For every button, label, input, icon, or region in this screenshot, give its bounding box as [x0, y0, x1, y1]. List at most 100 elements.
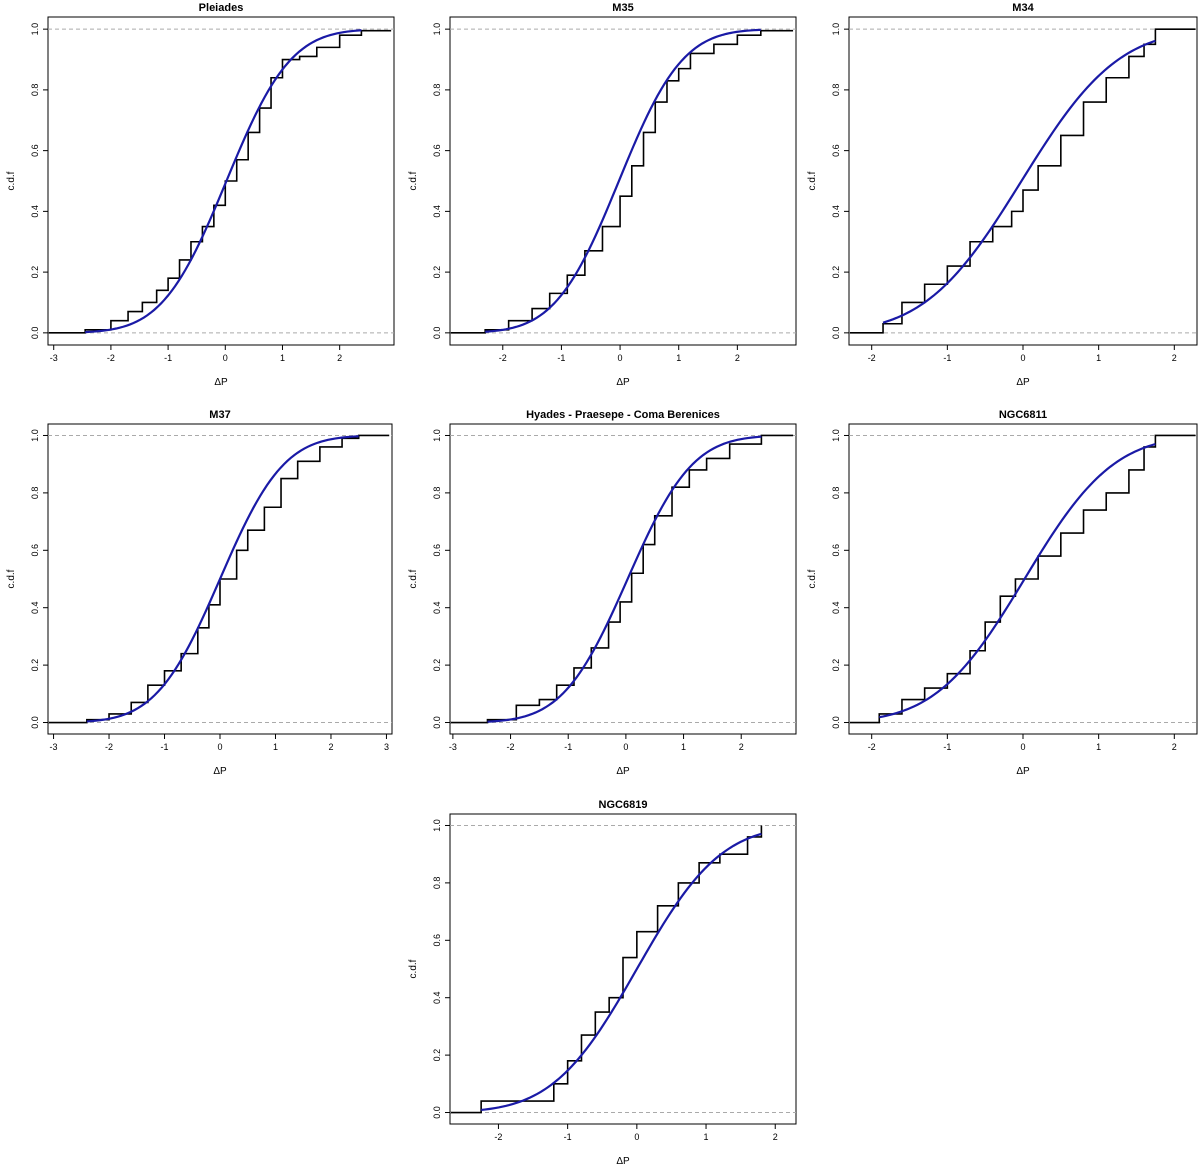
- y-tick-label: 0.4: [30, 601, 40, 614]
- y-tick-label: 0.8: [432, 84, 442, 97]
- x-tick-label: -2: [107, 353, 115, 363]
- x-tick-label: 1: [681, 742, 686, 752]
- x-tick-label: -3: [50, 742, 58, 752]
- x-tick-label: 1: [273, 742, 278, 752]
- x-tick-label: -3: [449, 742, 457, 752]
- x-tick-label: 2: [1172, 742, 1177, 752]
- x-tick-label: -3: [50, 353, 58, 363]
- chart-panel: Pleiades -3 -2 -1 0 1 2 ΔP 0.0 0.2 0.4 0.6 0.8 1.0 c.d…: [6, 2, 395, 388]
- y-tick-label: 0.4: [432, 205, 442, 218]
- y-tick-label: 0.2: [432, 1049, 442, 1062]
- y-tick-label: 0.6: [432, 934, 442, 947]
- chart-title: M37: [209, 409, 230, 421]
- plot-frame: [449, 423, 797, 735]
- chart-title: NGC6819: [599, 799, 648, 811]
- y-axis-label: c.d.f: [6, 569, 17, 588]
- x-axis-label: ΔP: [213, 766, 227, 777]
- x-tick-label: 1: [704, 1132, 709, 1142]
- y-tick-label: 0.0: [432, 1106, 442, 1119]
- plot-frame: [449, 16, 797, 346]
- y-tick-label: 0.4: [30, 205, 40, 218]
- plot-frame: [47, 16, 395, 346]
- x-tick-label: 1: [1096, 742, 1101, 752]
- chart-panel: M37 -3 -2 -1 0 1 2 3 ΔP 0.0 0.2 0.4 0.6 0.8 1.0 c.d.f: [6, 409, 393, 777]
- x-tick-label: 0: [223, 353, 228, 363]
- y-tick-label: 0.6: [432, 544, 442, 557]
- y-tick-label: 0.6: [831, 144, 841, 157]
- x-tick-label: -2: [868, 353, 876, 363]
- y-tick-label: 0.2: [30, 659, 40, 672]
- y-tick-label: 0.2: [831, 659, 841, 672]
- y-axis-label: c.d.f: [807, 171, 818, 190]
- chart-panel: NGC6811 -2 -1 0 1 2 ΔP 0.0 0.2 0.4 0.6 0.8 1.0 c.d.f: [807, 409, 1198, 777]
- ecdf-step-line: [450, 29, 794, 334]
- chart-panel: NGC6819 -2 -1 0 1 2 ΔP 0.0 0.2 0.4 0.6 0.8 1.0 c.d.f: [408, 799, 797, 1167]
- chart-title: Hyades - Praesepe - Coma Berenices: [526, 409, 720, 421]
- x-axis-label: ΔP: [1016, 766, 1030, 777]
- fitted-cdf-curve: [487, 435, 762, 723]
- y-tick-label: 1.0: [432, 23, 442, 36]
- x-tick-label: 2: [1172, 353, 1177, 363]
- y-tick-label: 0.4: [432, 601, 442, 614]
- chart-panel: M34 -2 -1 0 1 2 ΔP 0.0 0.2 0.4 0.6 0.8 1.0 c.d.f: [807, 2, 1198, 388]
- y-axis-label: c.d.f: [408, 171, 419, 190]
- y-tick-label: 0.8: [831, 84, 841, 97]
- x-tick-label: -1: [943, 353, 951, 363]
- y-tick-label: 0.8: [831, 487, 841, 500]
- x-tick-label: -2: [499, 353, 507, 363]
- ecdf-step-line: [48, 29, 392, 334]
- x-tick-label: 2: [739, 742, 744, 752]
- ecdf-step-line: [450, 825, 763, 1114]
- y-tick-label: 0.8: [432, 487, 442, 500]
- x-axis-label: ΔP: [616, 377, 630, 388]
- ecdf-step-line: [48, 434, 390, 724]
- fitted-cdf-curve: [481, 832, 762, 1112]
- y-tick-label: 0.2: [432, 659, 442, 672]
- ecdf-step-line: [450, 434, 794, 724]
- x-tick-label: -1: [564, 742, 572, 752]
- x-axis-label: ΔP: [1016, 377, 1030, 388]
- plot-frame: [449, 813, 797, 1125]
- y-tick-label: 0.0: [831, 327, 841, 340]
- y-axis-label: c.d.f: [807, 569, 818, 588]
- ecdf-step-line: [849, 28, 1196, 334]
- chart-panel: Hyades - Praesepe - Coma Berenices -3 -2 -1…: [408, 409, 797, 777]
- y-tick-label: 1.0: [831, 429, 841, 442]
- x-tick-label: -2: [868, 742, 876, 752]
- y-tick-label: 1.0: [432, 429, 442, 442]
- x-tick-label: 0: [1020, 742, 1025, 752]
- y-tick-label: 0.4: [831, 205, 841, 218]
- x-tick-label: 2: [735, 353, 740, 363]
- x-tick-label: 1: [676, 353, 681, 363]
- y-axis-label: c.d.f: [408, 569, 419, 588]
- x-axis-label: ΔP: [214, 377, 228, 388]
- y-tick-label: 0.6: [432, 144, 442, 157]
- x-tick-label: 0: [618, 353, 623, 363]
- x-tick-label: 0: [623, 742, 628, 752]
- y-tick-label: 0.4: [432, 991, 442, 1004]
- x-axis-label: ΔP: [616, 1156, 630, 1167]
- chart-title: Pleiades: [199, 2, 244, 14]
- chart-title: M35: [612, 2, 633, 14]
- x-tick-label: 0: [634, 1132, 639, 1142]
- y-tick-label: 0.8: [432, 877, 442, 890]
- y-tick-label: 0.2: [831, 266, 841, 279]
- x-tick-label: 2: [337, 353, 342, 363]
- chart-panel: M35 -2 -1 0 1 2 ΔP 0.0 0.2 0.4 0.6 0.8 1.0 c.d.f: [408, 2, 797, 388]
- y-axis-label: c.d.f: [408, 959, 419, 978]
- x-axis-label: ΔP: [616, 766, 630, 777]
- y-tick-label: 0.8: [30, 487, 40, 500]
- fitted-cdf-curve: [882, 39, 1156, 324]
- y-tick-label: 1.0: [30, 429, 40, 442]
- ecdf-step-line: [849, 434, 1196, 724]
- x-tick-label: -2: [105, 742, 113, 752]
- x-tick-label: 3: [384, 742, 389, 752]
- y-tick-label: 0.0: [30, 327, 40, 340]
- x-tick-label: -2: [494, 1132, 502, 1142]
- y-tick-label: 0.6: [30, 144, 40, 157]
- fitted-cdf-curve: [879, 443, 1156, 719]
- fitted-cdf-curve: [86, 435, 359, 723]
- chart-title: M34: [1012, 2, 1034, 14]
- x-tick-label: 2: [773, 1132, 778, 1142]
